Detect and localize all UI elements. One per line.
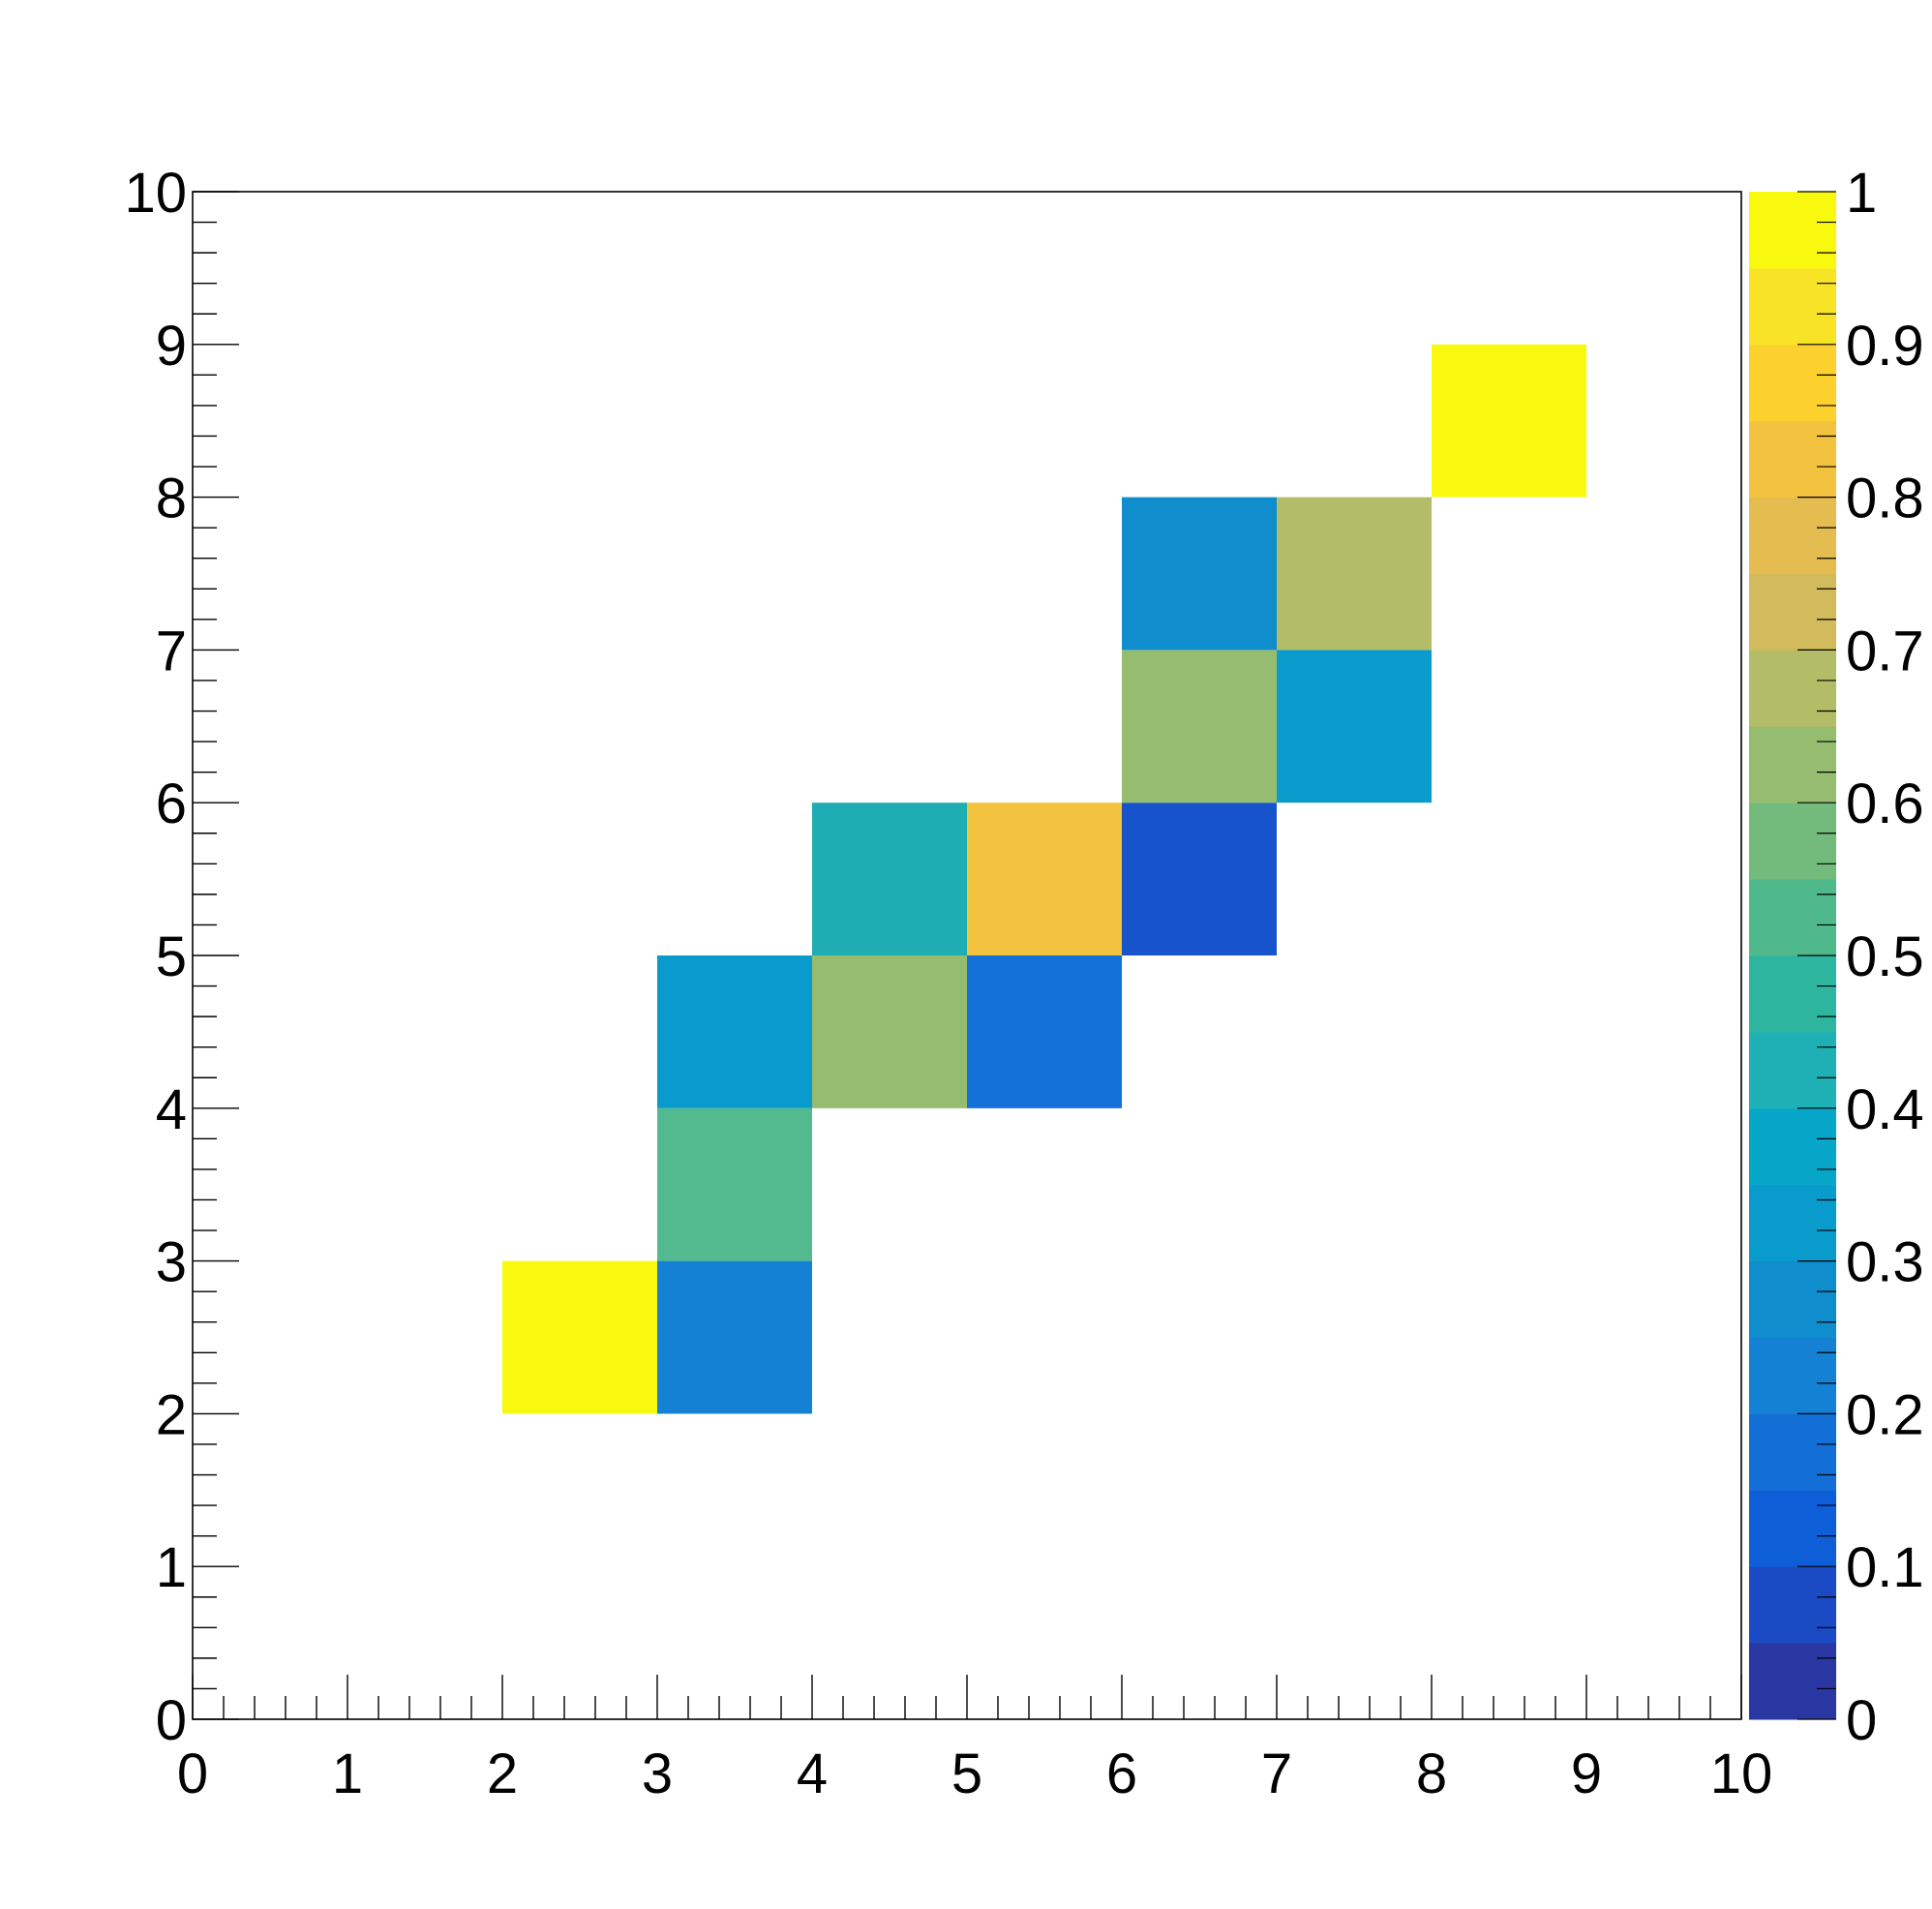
colorbar-band (1749, 1337, 1836, 1414)
heatmap-cell (1122, 803, 1277, 955)
colorbar-tick-label: 0.6 (1846, 773, 1924, 835)
colorbar-tick-label: 0.1 (1846, 1536, 1924, 1599)
colorbar-band (1749, 879, 1836, 956)
heatmap-cells (502, 344, 1586, 1414)
colorbar-tick-label: 0.8 (1846, 468, 1924, 530)
colorbar-band (1749, 803, 1836, 880)
y-tick-label: 1 (156, 1536, 187, 1599)
colorbar-band (1749, 1643, 1836, 1720)
y-axis: 0 1 2 3 4 5 6 7 8 9 10 (124, 162, 239, 1752)
colorbar-band (1749, 1490, 1836, 1567)
heatmap-cell (502, 1260, 657, 1414)
y-tick-label: 3 (156, 1231, 187, 1294)
heatmap-cell (657, 1260, 812, 1414)
colorbar-tick-label: 0.4 (1846, 1078, 1924, 1141)
colorbar-band (1749, 650, 1836, 727)
y-tick-label: 8 (156, 468, 187, 530)
colorbar-band (1749, 344, 1836, 422)
colorbar-band (1749, 955, 1836, 1033)
heatmap-cell (967, 803, 1122, 955)
colorbar-tick-label: 1 (1846, 162, 1877, 225)
heatmap-cell (1122, 497, 1277, 651)
heatmap-cell (657, 955, 812, 1108)
x-tick-label: 4 (797, 1742, 828, 1805)
x-axis: 0 1 2 3 4 5 6 7 8 9 10 (177, 1675, 1772, 1805)
y-tick-label: 2 (156, 1383, 187, 1446)
y-tick-label: 9 (156, 315, 187, 378)
y-tick-label: 6 (156, 773, 187, 835)
x-tick-label: 9 (1571, 1742, 1602, 1805)
x-tick-label: 8 (1416, 1742, 1447, 1805)
heatmap-cell (812, 955, 967, 1108)
heatmap-cell (1277, 497, 1432, 651)
x-tick-label: 6 (1106, 1742, 1137, 1805)
x-tick-label: 2 (487, 1742, 518, 1805)
y-tick-label: 0 (156, 1689, 187, 1752)
colorbar-band (1749, 1413, 1836, 1491)
x-tick-label: 1 (332, 1742, 363, 1805)
y-tick-label: 10 (124, 162, 187, 225)
x-tick-label: 0 (177, 1742, 208, 1805)
y-tick-label: 7 (156, 620, 187, 682)
heatmap-cell (812, 803, 967, 955)
colorbar-band (1749, 1184, 1836, 1262)
colorbar-band (1749, 1260, 1836, 1338)
colorbar-band (1749, 420, 1836, 499)
colorbar-tick-label: 0.3 (1846, 1231, 1924, 1294)
heatmap-cell (967, 955, 1122, 1108)
heatmap-cell (1277, 650, 1432, 803)
colorbar-band (1749, 1031, 1836, 1109)
colorbar-band (1749, 573, 1836, 651)
colorbar-tick-label: 0.5 (1846, 925, 1924, 988)
colorbar: 0 0.1 0.2 0.3 0.4 0.5 0.6 0.7 0.8 0.9 1 (1749, 162, 1924, 1752)
colorbar-tick-label: 0.7 (1846, 620, 1924, 682)
y-tick-label: 4 (156, 1078, 187, 1141)
colorbar-tick-label: 0.2 (1846, 1383, 1924, 1446)
colorbar-tick-label: 0 (1846, 1689, 1877, 1752)
heatmap-cell (657, 1107, 812, 1261)
heatmap-cell (1432, 344, 1586, 498)
x-tick-label: 3 (642, 1742, 673, 1805)
colorbar-band (1749, 192, 1836, 269)
heatmap-cell (1122, 650, 1277, 803)
x-tick-label: 7 (1261, 1742, 1292, 1805)
colorbar-band (1749, 1107, 1836, 1186)
y-tick-label: 5 (156, 925, 187, 988)
x-tick-label: 5 (951, 1742, 982, 1805)
colorbar-tick-label: 0.9 (1846, 315, 1924, 378)
colorbar-band (1749, 497, 1836, 574)
x-tick-label: 10 (1710, 1742, 1773, 1805)
colorbar-band (1749, 726, 1836, 803)
colorbar-band (1749, 1566, 1836, 1644)
colorbar-band (1749, 267, 1836, 346)
